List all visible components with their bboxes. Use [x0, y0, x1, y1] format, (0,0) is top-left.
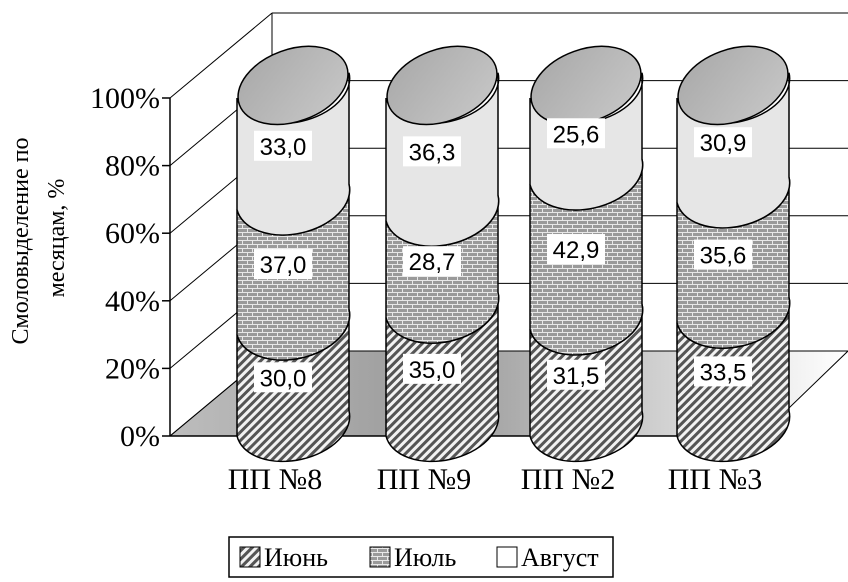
legend-swatch-july	[369, 546, 391, 568]
y-tick-label: 100%	[90, 82, 160, 115]
y-axis-ticks: 0% 20% 40% 60% 80% 100%	[90, 82, 170, 453]
data-label-bg	[694, 239, 752, 270]
y-axis-title-line-1: Смоловыделение по	[8, 138, 34, 345]
y-axis-title: Смоловыделение по месяцам, %	[8, 132, 70, 345]
data-label: 42,9	[553, 237, 600, 264]
cylinder-top	[386, 45, 498, 126]
data-label-bg	[254, 249, 312, 280]
data-label-bg	[547, 118, 605, 149]
y-tick-label: 40%	[105, 285, 160, 318]
y-tick-label: 60%	[105, 217, 160, 250]
cylinder-4: 33,5 35,6 30,9	[676, 45, 791, 463]
data-label: 33,5	[700, 359, 747, 386]
y-axis-title-line-2: месяцам, %	[44, 179, 70, 298]
y-tick-label: 20%	[105, 352, 160, 385]
data-label: 36,3	[409, 139, 456, 166]
legend-swatch-june	[239, 546, 261, 568]
cylinder-2: 35,0 28,7 36,3	[385, 45, 500, 463]
x-category-label: ПП №3	[668, 463, 762, 496]
cylinder-top	[237, 45, 349, 126]
x-category-label: ПП №2	[521, 463, 615, 496]
data-label-bg	[254, 130, 312, 161]
data-label: 28,7	[409, 249, 456, 276]
y-tick-label: 80%	[105, 150, 160, 183]
x-category-label: ПП №9	[377, 463, 471, 496]
data-label-bg	[403, 353, 461, 384]
cylinder-3: 31,5 42,9 25,6	[529, 45, 644, 463]
data-label: 31,5	[553, 363, 600, 390]
gridline-diag	[169, 12, 273, 99]
data-label-bg	[403, 136, 461, 167]
cylinder-top	[677, 45, 789, 126]
data-label: 25,6	[553, 121, 600, 148]
data-label-bg	[403, 246, 461, 277]
cylinder-1: 30,0 37,0 33,0	[236, 45, 351, 463]
legend-frame	[228, 536, 614, 578]
data-label-bg	[694, 356, 752, 387]
legend-swatch-august	[496, 546, 518, 568]
data-label: 37,0	[260, 252, 307, 279]
data-label-bg	[694, 127, 752, 158]
legend-label-july: Июль	[394, 543, 457, 572]
data-label-bg	[547, 359, 605, 390]
legend: Июнь Июль Август	[228, 536, 614, 578]
x-category-label: ПП №8	[228, 463, 322, 496]
legend-label-june: Июнь	[264, 543, 328, 572]
x-axis-categories: ПП №8 ПП №9 ПП №2 ПП №3	[228, 463, 762, 496]
data-label: 33,0	[260, 134, 307, 161]
y-tick-label: 0%	[120, 420, 160, 453]
data-label: 30,0	[260, 365, 307, 392]
bars: 30,0 37,0 33,0 35,0 28,7 36,3 31,5 42,9 25,6 33,5…	[236, 45, 791, 463]
data-label-bg	[254, 362, 312, 393]
data-label: 30,9	[700, 130, 747, 157]
legend-label-august: Август	[521, 543, 599, 572]
data-label-bg	[547, 234, 605, 265]
data-label: 35,6	[700, 243, 747, 270]
data-label: 35,0	[409, 357, 456, 384]
